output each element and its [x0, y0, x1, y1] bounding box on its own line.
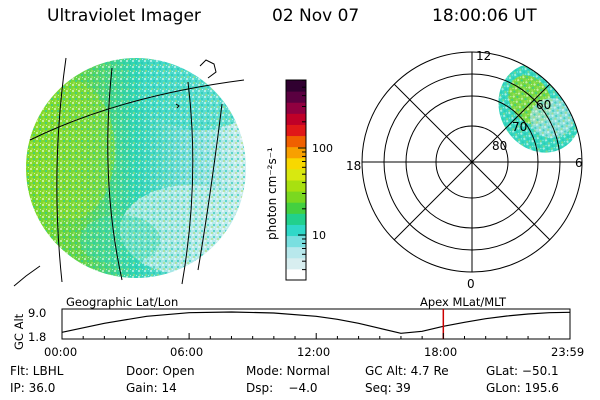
date-label: 02 Nov 07	[272, 6, 360, 26]
colorbar-segment	[286, 180, 306, 192]
time-tick-0600: 06:00	[170, 345, 204, 359]
altitude-tick-min: 1.8	[28, 330, 47, 344]
mlat-label-80: 80	[492, 139, 507, 153]
colorbar-segment	[286, 191, 306, 203]
colorbar-segment	[286, 235, 306, 248]
altitude-axis-label: GC Alt	[12, 313, 26, 350]
colorbar-segment	[286, 113, 306, 125]
gc-alt-readout: GC Alt: 4.7 Re	[365, 364, 449, 378]
mlt-label-18: 18	[346, 159, 361, 173]
mode-readout: Mode: Normal	[246, 364, 330, 378]
mlat-label-70: 70	[512, 120, 527, 134]
seq-readout: Seq: 39	[365, 381, 411, 395]
time-tick-1800: 18:00	[424, 345, 458, 359]
glon-readout: GLon: 195.6	[486, 381, 559, 395]
time-label: 18:00:06 UT	[432, 6, 537, 26]
time-tick-1200: 12:00	[297, 345, 331, 359]
mlt-label-0: 0	[467, 277, 475, 291]
colorbar-segment	[286, 102, 306, 114]
color-bar	[285, 79, 307, 281]
colorbar-segment	[286, 80, 306, 92]
apex-grid-label: Apex MLat/MLT	[420, 295, 507, 309]
colorbar-segment	[286, 202, 306, 214]
altitude-tick-max: 9.0	[28, 306, 47, 320]
dsp-readout: Dsp: −4.0	[246, 381, 318, 395]
polar-grid	[361, 51, 583, 273]
mlat-label-60: 60	[536, 98, 551, 112]
colorbar-segment	[286, 168, 306, 181]
colorbar-tick-100: 100	[312, 142, 333, 155]
colorbar-segment	[286, 257, 306, 270]
colorbar-segment	[286, 146, 306, 159]
colorbar-segment	[286, 213, 306, 225]
colorbar-segment	[286, 135, 306, 148]
gain-readout: Gain: 14	[126, 381, 177, 395]
colorbar-segment	[286, 91, 306, 103]
mlt-label-6: 6	[575, 156, 583, 170]
time-tick-2359: 23:59	[551, 345, 585, 359]
glat-readout: GLat: −50.1	[486, 364, 559, 378]
mlt-label-12: 12	[476, 49, 491, 63]
altitude-curve	[61, 311, 571, 334]
colorbar-segment	[286, 124, 306, 137]
colorbar-segment	[286, 268, 306, 281]
filter-readout: Flt: LBHL	[10, 364, 64, 378]
instrument-title: Ultraviolet Imager	[47, 6, 201, 26]
door-readout: Door: Open	[126, 364, 195, 378]
colorbar-label: photon cm⁻²s⁻¹	[265, 147, 279, 240]
ip-readout: IP: 36.0	[10, 381, 56, 395]
colorbar-segment	[286, 246, 306, 259]
colorbar-segment	[286, 157, 306, 170]
colorbar-tick-10: 10	[312, 229, 326, 242]
geographic-grid-label: Geographic Lat/Lon	[66, 295, 179, 309]
polar-mlt-plot	[361, 51, 583, 273]
time-tick-0000: 00:00	[44, 345, 78, 359]
earth-disk-image	[13, 57, 246, 287]
orbit-altitude-plot	[61, 308, 571, 340]
graticule-lines	[13, 57, 245, 287]
colorbar-segment	[286, 224, 306, 237]
